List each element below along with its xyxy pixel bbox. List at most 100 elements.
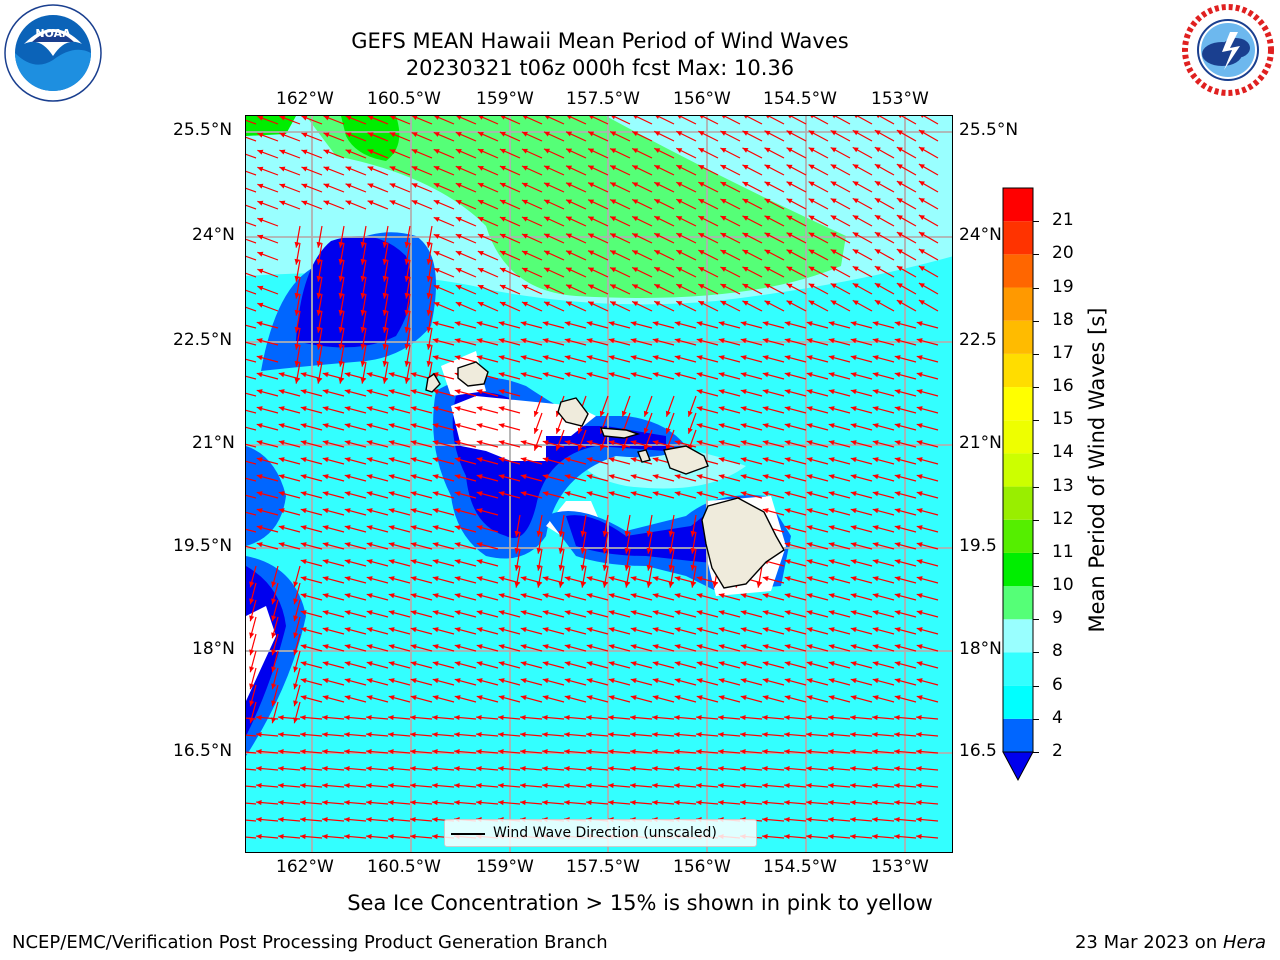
direction-arrow-head (432, 474, 439, 480)
colorbar-tick-label: 11 (1052, 541, 1074, 562)
direction-arrow-head (828, 491, 835, 497)
direction-arrow-head (256, 406, 263, 412)
direction-arrow-head (808, 181, 815, 187)
direction-arrow-head (278, 731, 284, 738)
direction-arrow-head (610, 233, 617, 239)
direction-arrow-head (520, 799, 526, 806)
direction-arrow-head (476, 593, 483, 599)
direction-arrow-head (850, 474, 857, 480)
direction-arrow-head (433, 200, 440, 205)
direction-arrow-head (454, 321, 461, 327)
direction-arrow-head (388, 782, 394, 789)
direction-arrow-head (388, 748, 394, 755)
direction-arrow-head (514, 530, 520, 537)
direction-arrow-head (720, 165, 727, 170)
direction-arrow-head (433, 166, 440, 171)
direction-arrow-head (256, 714, 262, 721)
direction-arrow-head (896, 181, 903, 187)
direction-arrow-head (382, 292, 388, 299)
direction-arrow-head (674, 678, 681, 684)
direction-arrow-head (477, 284, 484, 290)
direction-arrow-shaft (745, 116, 763, 125)
direction-arrow-head (521, 233, 528, 239)
direction-arrow-head (322, 491, 329, 497)
direction-arrow-head (786, 198, 793, 204)
direction-arrow-head (894, 576, 901, 582)
direction-arrow-head (828, 542, 835, 548)
direction-arrow-head (718, 695, 725, 701)
direction-arrow-head (293, 632, 299, 639)
direction-arrow-head (520, 714, 526, 721)
direction-arrow-head (476, 440, 483, 446)
direction-arrow-head (630, 440, 637, 446)
direction-arrow-head (432, 406, 439, 412)
direction-arrow-head (542, 372, 549, 378)
direction-arrow-head (256, 731, 262, 738)
direction-arrow-head (271, 598, 277, 605)
direction-arrow-head (872, 731, 878, 738)
direction-arrow-head (872, 457, 879, 463)
direction-arrow-head (294, 309, 300, 316)
direction-arrow-head (499, 148, 506, 154)
direction-arrow-head (566, 267, 573, 273)
direction-arrow-head (410, 695, 417, 701)
direction-arrow-head (696, 406, 703, 412)
direction-arrow-head (872, 627, 879, 633)
direction-arrow-head (611, 116, 616, 120)
direction-arrow-head (674, 644, 681, 650)
direction-arrow-head (300, 782, 306, 789)
direction-arrow-head (564, 731, 570, 738)
direction-arrow-head (542, 610, 549, 616)
direction-arrow-head (454, 610, 461, 616)
direction-arrow-head (566, 216, 573, 222)
direction-arrow-head (646, 547, 652, 554)
direction-arrow-head (602, 564, 608, 571)
direction-arrow-head (476, 355, 483, 361)
direction-arrow-shaft (246, 785, 257, 788)
direction-arrow-head (687, 427, 693, 434)
direction-arrow-head (344, 627, 351, 633)
direction-arrow-head (698, 284, 705, 289)
lon-label: 160.5°W (367, 89, 441, 109)
direction-arrow-head (521, 267, 528, 273)
direction-arrow-head (454, 576, 461, 582)
direction-arrow-head (360, 377, 366, 384)
direction-arrow-shaft (246, 409, 257, 414)
direction-arrow-head (784, 355, 791, 361)
direction-arrow-head (696, 576, 703, 582)
direction-arrow-head (454, 799, 460, 806)
lat-label: 21°N (192, 433, 235, 453)
direction-arrow-head (696, 714, 702, 721)
direction-arrow-head (301, 149, 308, 155)
direction-arrow-head (850, 338, 857, 344)
direction-arrow-head (872, 559, 879, 565)
direction-arrow-head (316, 343, 322, 350)
direction-arrow-head (918, 130, 925, 136)
direction-arrow-head (388, 593, 395, 599)
colorbar-tick-label: 12 (1052, 508, 1074, 529)
direction-arrow-head (786, 232, 793, 238)
direction-arrow-head (608, 748, 614, 755)
direction-arrow-head (566, 182, 573, 188)
direction-arrow-head (322, 765, 328, 772)
direction-arrow-head (806, 474, 813, 480)
colorbar-tick-label: 20 (1052, 243, 1074, 264)
direction-arrow-head (454, 731, 460, 738)
direction-arrow-head (432, 338, 439, 344)
direction-arrow-head (630, 661, 637, 667)
direction-arrow-head (432, 576, 439, 582)
direction-arrow-head (718, 661, 725, 667)
colorbar-swatch (1003, 420, 1033, 454)
direction-arrow-head (632, 216, 639, 222)
direction-arrow-head (323, 166, 330, 172)
direction-arrow-head (762, 372, 769, 378)
direction-arrow-head (808, 249, 815, 255)
direction-arrow-head (410, 782, 416, 789)
direction-arrow-head (608, 355, 615, 361)
direction-arrow-head (388, 833, 394, 840)
direction-arrow-head (696, 423, 703, 429)
direction-arrow-head (632, 148, 639, 154)
direction-arrow-head (806, 406, 813, 412)
direction-arrow-head (896, 215, 903, 221)
direction-arrow-head (249, 581, 255, 588)
